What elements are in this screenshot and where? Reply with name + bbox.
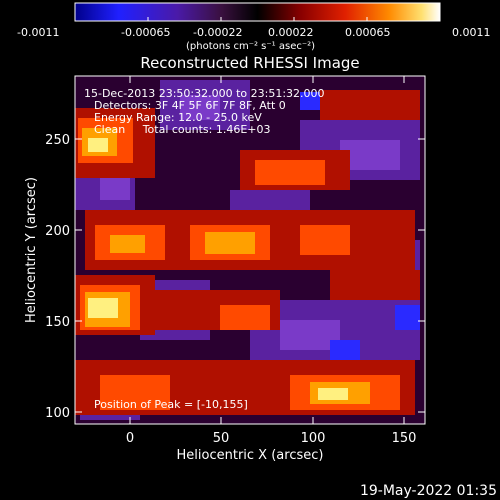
colorbar-unit-label: (photons cm⁻² s⁻¹ asec⁻²) [186, 41, 315, 52]
info-clean-counts: Clean Total counts: 1.46E+03 [94, 123, 271, 136]
peak-position: Position of Peak = [-10,155] [94, 398, 248, 411]
info-detectors: Detectors: 3F 4F 5F 6F 7F 8F, Att 0 [94, 99, 286, 112]
image-frame [74, 75, 426, 425]
colorbar-tick-label: -0.0011 [17, 26, 59, 39]
y-tick-label: 250 [45, 133, 70, 148]
info-energy-range: Energy Range: 12.0 - 25.0 keV [94, 111, 262, 124]
y-tick-label: 200 [45, 224, 70, 239]
plot-title: Reconstructed RHESSI Image [140, 54, 359, 72]
colorbar-tick-label: -0.00022 [193, 26, 242, 39]
y-axis-ticks [75, 138, 425, 413]
x-tick-label: 50 [213, 431, 230, 446]
info-time-range: 15-Dec-2013 23:50:32.000 to 23:51:32.000 [84, 87, 325, 100]
timestamp: 19-May-2022 01:35 [360, 483, 497, 499]
colorbar [74, 2, 441, 22]
colorbar-tick-label: 0.00022 [268, 26, 314, 39]
colorbar-tick-label: -0.00065 [121, 26, 170, 39]
y-tick-label: 100 [45, 406, 70, 421]
x-axis-ticks [129, 76, 405, 424]
image-heatmap [75, 76, 425, 424]
colorbar-ticks [74, 17, 441, 21]
colorbar-tick-label: 0.00065 [345, 26, 391, 39]
colorbar-tick-label: 0.0011 [452, 26, 491, 39]
x-axis-label: Heliocentric X (arcsec) [177, 448, 324, 463]
y-tick-label: 150 [45, 315, 70, 330]
y-axis-label: Heliocentric Y (arcsec) [24, 177, 39, 323]
x-tick-label: 100 [301, 431, 326, 446]
x-tick-label: 150 [392, 431, 417, 446]
x-tick-label: 0 [126, 431, 134, 446]
